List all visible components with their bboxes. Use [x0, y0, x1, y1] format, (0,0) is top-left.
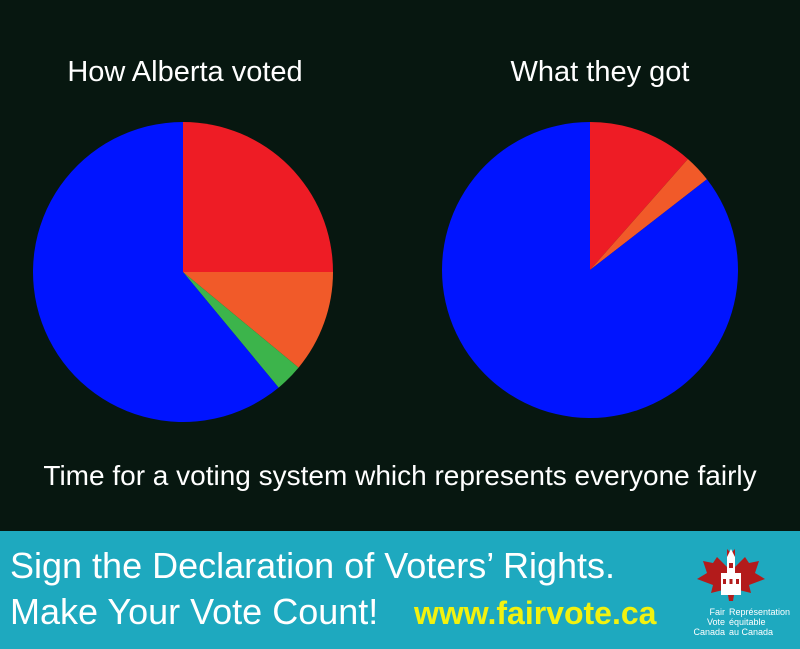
- fair-vote-canada-logo: Fair Vote Canada Représentation équitabl…: [675, 539, 795, 647]
- website-link[interactable]: www.fairvote.ca: [414, 595, 657, 631]
- banner-declaration-text: Sign the Declaration of Voters’ Rights.: [10, 545, 615, 586]
- pie-slice-0-3: [33, 122, 279, 422]
- call-to-action-banner: Sign the Declaration of Voters’ Rights. …: [0, 531, 800, 649]
- pie-slice-1-0: [590, 122, 688, 270]
- pie-alberta-voted: [33, 122, 333, 422]
- pie-slice-0-1: [183, 272, 333, 368]
- logo-text-french: Représentation équitable au Canada: [729, 607, 791, 637]
- pie-slice-0-2: [183, 272, 299, 388]
- tagline: Time for a voting system which represent…: [43, 460, 757, 491]
- chart-title-alberta-voted: How Alberta voted: [67, 56, 303, 88]
- banner-make-vote-count-text: Make Your Vote Count!: [10, 591, 379, 632]
- pie-charts: [33, 122, 738, 422]
- maple-leaf-parliament-icon: [697, 541, 765, 601]
- chart-title-what-they-got: What they got: [510, 56, 690, 88]
- pie-slice-1-1: [590, 158, 707, 270]
- logo-text-english: Fair Vote Canada: [693, 607, 725, 637]
- pie-slice-1-3: [442, 122, 738, 418]
- pie-slice-0-0: [183, 122, 333, 272]
- pie-what-they-got: [442, 122, 738, 418]
